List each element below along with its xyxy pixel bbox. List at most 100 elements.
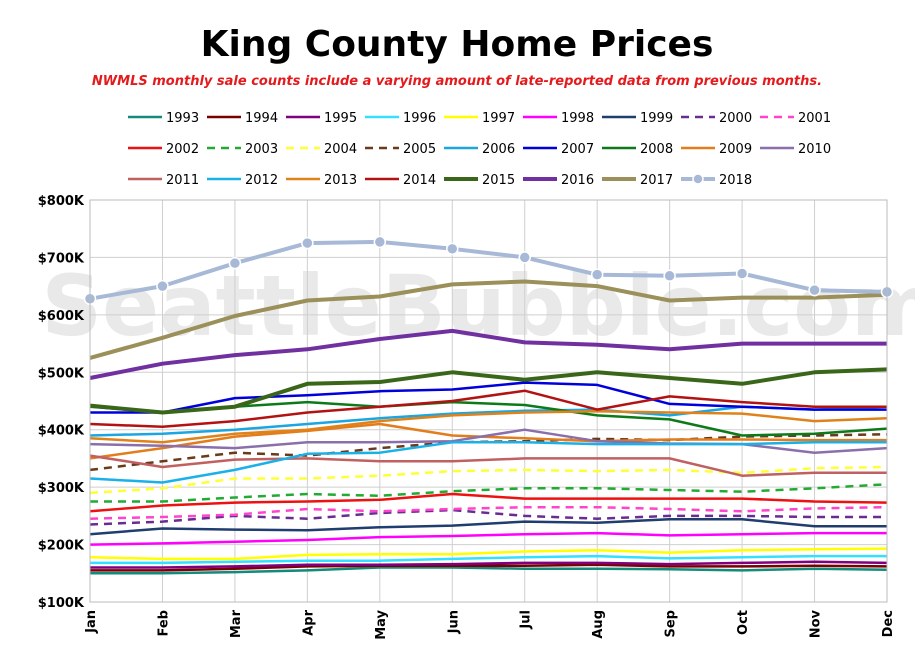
chart-title: King County Home Prices <box>201 24 714 65</box>
legend-item-2007: 2007 <box>523 142 594 157</box>
legend-item-2017: 2017 <box>602 173 673 188</box>
legend-label: 2002 <box>166 142 199 157</box>
legend-label: 1996 <box>403 111 436 126</box>
legend-item-2016: 2016 <box>523 173 594 188</box>
y-tick-label: $300K <box>38 481 85 496</box>
series-2010 <box>89 428 888 454</box>
series-line-2016 <box>89 328 887 380</box>
legend-label: 2000 <box>719 111 752 126</box>
series-line-2005 <box>89 433 888 472</box>
series-line-1998 <box>89 531 887 546</box>
watermark: SeattleBubble.com <box>41 257 915 355</box>
series-2014 <box>89 389 887 429</box>
legend-label: 2014 <box>403 173 436 188</box>
x-tick-label: Feb <box>156 610 171 636</box>
series-line-1995 <box>90 560 888 569</box>
legend-item-2005: 2005 <box>365 142 436 157</box>
series-1995 <box>90 560 888 569</box>
legend-label: 2004 <box>324 142 357 157</box>
legend-item-2002: 2002 <box>128 142 199 157</box>
x-tick-label: Jul <box>519 610 534 630</box>
series-line-2004 <box>89 465 888 495</box>
series-line-2014 <box>89 389 887 429</box>
legend-label: 1998 <box>561 111 594 126</box>
legend-label: 2003 <box>245 142 278 157</box>
x-tick-label: Jun <box>446 610 461 634</box>
legend-item-2001: 2001 <box>760 111 831 126</box>
legend-label: 2017 <box>640 173 673 188</box>
legend-item-1995: 1995 <box>286 111 357 126</box>
legend-item-2012: 2012 <box>207 173 278 188</box>
data-point-2018 <box>663 269 676 283</box>
data-point-2018 <box>446 242 459 256</box>
legend-label: 2008 <box>640 142 673 157</box>
legend-label: 1997 <box>482 111 515 126</box>
y-tick-label: $800K <box>38 194 85 209</box>
y-tick-label: $500K <box>38 366 85 381</box>
y-tick-label: $200K <box>38 539 85 554</box>
series-2011 <box>89 454 887 477</box>
series-line-2017 <box>89 279 888 360</box>
series-line-1999 <box>89 518 887 536</box>
series-line-2010 <box>89 428 888 454</box>
x-tick-label: Nov <box>809 609 824 638</box>
series-line-1993 <box>90 566 888 575</box>
series-line-2002 <box>89 492 888 513</box>
legend-label: 1994 <box>245 111 278 126</box>
series-2000 <box>89 508 887 526</box>
legend-item-2013: 2013 <box>286 173 357 188</box>
x-tick-label: Dec <box>881 610 896 637</box>
series-1999 <box>89 518 887 536</box>
series-2017 <box>89 279 888 360</box>
series-line-1994 <box>90 563 888 572</box>
y-tick-label: $100K <box>38 596 85 611</box>
series-line-2011 <box>89 454 887 477</box>
data-point-2018 <box>590 268 604 281</box>
legend-label: 2013 <box>324 173 357 188</box>
series-line-2013 <box>89 410 888 444</box>
data-point-2018 <box>373 235 387 249</box>
x-tick-label: Sep <box>664 610 679 638</box>
legend-label: 2005 <box>403 142 436 157</box>
series-2002 <box>89 492 888 513</box>
data-point-2018 <box>735 267 749 280</box>
series-line-2000 <box>89 508 887 526</box>
y-tick-label: $600K <box>38 309 85 324</box>
x-tick-label: May <box>374 609 389 639</box>
legend-item-2006: 2006 <box>444 142 515 157</box>
chart-subtitle: NWMLS monthly sale counts include a vary… <box>92 74 822 89</box>
legend-item-1993: 1993 <box>128 111 199 126</box>
legend-item-2000: 2000 <box>681 111 752 126</box>
series-line-2012 <box>89 441 887 484</box>
series-line-2007 <box>90 381 887 414</box>
series-2016 <box>89 328 887 380</box>
series-2005 <box>89 433 888 472</box>
x-tick-label: Mar <box>229 609 244 638</box>
series-2009 <box>89 422 887 460</box>
legend-item-2015: 2015 <box>444 173 515 188</box>
legend-label: 1999 <box>640 111 673 126</box>
x-tick-label: Aug <box>591 610 606 639</box>
legend-label: 1995 <box>324 111 357 126</box>
y-tick-label: $400K <box>38 424 85 439</box>
legend-label: 2016 <box>561 173 594 188</box>
series-layer <box>83 235 894 575</box>
legend-item-1997: 1997 <box>444 111 515 126</box>
data-point-2018 <box>156 279 169 293</box>
legend-item-2003: 2003 <box>207 142 278 157</box>
legend-item-2009: 2009 <box>681 142 752 157</box>
series-line-2018 <box>89 239 888 301</box>
legend-item-1998: 1998 <box>523 111 594 126</box>
series-2003 <box>90 483 888 503</box>
legend-item-2011: 2011 <box>128 173 199 188</box>
series-line-1996 <box>90 554 887 565</box>
axes: $100K $200K $300K $400K $500K $600K $700K $800K… <box>38 194 896 640</box>
y-tick-label: $700K <box>38 251 85 266</box>
legend-label: 2010 <box>798 142 831 157</box>
x-tick-label: Oct <box>736 610 751 635</box>
series-2001 <box>89 505 888 520</box>
legend-item-2014: 2014 <box>365 173 436 188</box>
legend-marker <box>692 173 704 185</box>
